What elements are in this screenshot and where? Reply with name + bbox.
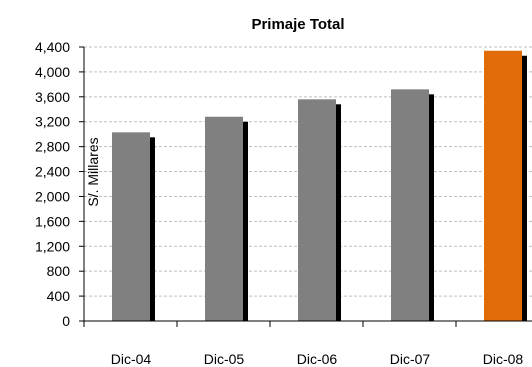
y-tick-label: 400 — [47, 288, 71, 304]
x-tick-labels: Dic-04 Dic-05 Dic-06 Dic-07 Dic-08 — [111, 351, 524, 367]
y-axis-label: S/. Millares — [85, 137, 101, 206]
bar-dic-08 — [484, 50, 522, 322]
bars — [112, 50, 527, 322]
y-tick-label: 2,800 — [35, 139, 70, 155]
y-tick-label: 3,200 — [35, 114, 70, 130]
y-tick-label: 800 — [47, 263, 71, 279]
y-tick-label: 2,000 — [35, 188, 70, 204]
x-tick-label: Dic-07 — [390, 351, 431, 367]
y-tick-label: 4,400 — [35, 39, 70, 55]
x-tick-label: Dic-06 — [297, 351, 338, 367]
x-tick-label: Dic-05 — [204, 351, 245, 367]
chart-title: Primaje Total — [251, 16, 344, 33]
bar-dic-07 — [391, 89, 429, 321]
x-tick-label: Dic-04 — [111, 351, 152, 367]
y-tick-label: 4,000 — [35, 64, 70, 80]
bar-dic-04 — [112, 132, 150, 321]
bar-dic-06 — [298, 99, 336, 322]
y-tick-labels: 0 400 800 1,200 1,600 2,000 2,400 2,800 3,200 3,6… — [35, 39, 70, 329]
axes — [79, 46, 532, 327]
y-tick-label: 1,200 — [35, 238, 70, 254]
y-tick-label: 0 — [62, 313, 70, 329]
y-tick-label: 2,400 — [35, 164, 70, 180]
y-tick-label: 1,600 — [35, 213, 70, 229]
y-tick-label: 3,600 — [35, 89, 70, 105]
bar-dic-05 — [205, 116, 243, 321]
x-tick-label: Dic-08 — [483, 351, 524, 367]
